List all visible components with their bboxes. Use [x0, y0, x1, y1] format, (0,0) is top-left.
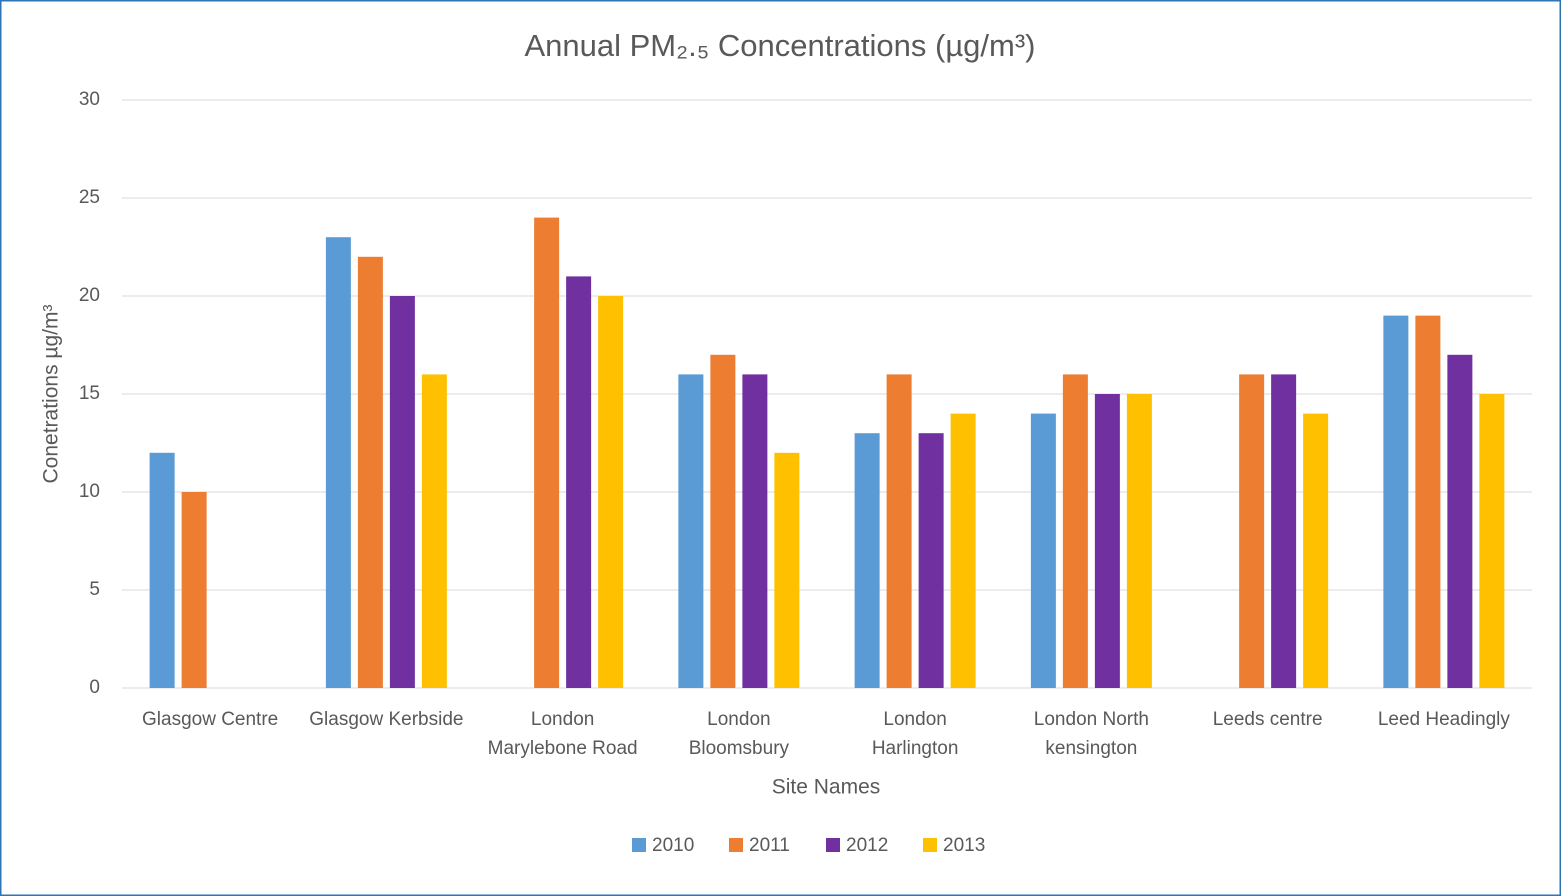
x-axis-label: Site Names	[772, 776, 881, 799]
x-tick-label: Harlington	[872, 738, 959, 759]
y-tick-label: 5	[89, 579, 100, 600]
bar	[598, 296, 624, 688]
x-tick-label: kensington	[1045, 738, 1137, 759]
bar	[678, 374, 704, 688]
legend-swatch	[729, 838, 743, 852]
legend-swatch	[632, 838, 646, 852]
y-tick-label: 15	[79, 383, 100, 404]
bar	[1479, 394, 1505, 688]
x-tick-label: Glasgow Centre	[142, 709, 278, 730]
x-tick-label: Glasgow Kerbside	[309, 709, 463, 730]
bar	[357, 256, 383, 688]
bar	[918, 433, 944, 688]
bar	[1415, 315, 1441, 688]
bar	[566, 276, 592, 688]
bar	[325, 237, 351, 688]
legend-label: 2010	[652, 835, 694, 856]
bar	[149, 452, 175, 688]
y-tick-label: 20	[79, 285, 100, 306]
legend-swatch	[826, 838, 840, 852]
x-tick-label: London	[883, 709, 946, 730]
y-tick-label: 10	[79, 481, 100, 502]
bar	[421, 374, 447, 688]
x-tick-label: Leeds centre	[1213, 709, 1323, 730]
bar	[1447, 354, 1473, 688]
y-tick-label: 25	[79, 187, 100, 208]
bar	[774, 452, 800, 688]
x-tick-label: London	[707, 709, 770, 730]
y-tick-label: 0	[89, 677, 100, 698]
bar	[854, 433, 880, 688]
bar	[1239, 374, 1265, 688]
bar	[710, 354, 736, 688]
x-tick-label: London	[531, 709, 594, 730]
bar	[534, 217, 560, 688]
legend-label: 2011	[749, 835, 790, 856]
bar	[886, 374, 912, 688]
legend-label: 2012	[846, 835, 888, 856]
x-tick-label: Leed Headingly	[1378, 709, 1511, 730]
x-tick-label: Bloomsbury	[689, 738, 790, 759]
bar	[742, 374, 768, 688]
bar	[950, 413, 976, 688]
bar	[1383, 315, 1409, 688]
legend-label: 2013	[943, 835, 985, 856]
bar	[181, 492, 207, 688]
bar	[1062, 374, 1088, 688]
bar	[1271, 374, 1297, 688]
bar	[389, 296, 415, 688]
bar	[1094, 394, 1120, 688]
bar	[1303, 413, 1329, 688]
bar	[1030, 413, 1056, 688]
legend-swatch	[923, 838, 937, 852]
bar	[1126, 394, 1152, 688]
x-tick-label: Marylebone Road	[488, 738, 638, 759]
y-axis-label: Conetrations µg/m³	[40, 304, 63, 483]
x-tick-label: London North	[1034, 709, 1149, 730]
y-tick-label: 30	[79, 89, 100, 110]
chart-title: Annual PM₂.₅ Concentrations (µg/m³)	[524, 28, 1035, 63]
